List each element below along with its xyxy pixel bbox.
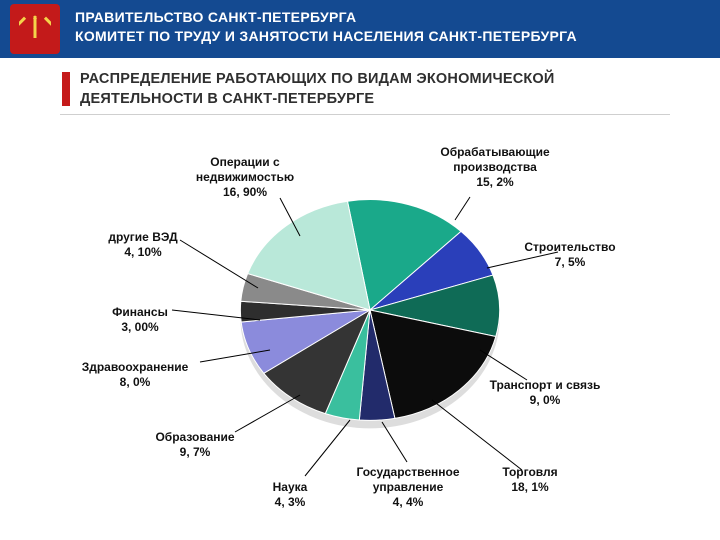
pie-label-manuf: Обрабатывающие производства 15, 2%	[435, 145, 555, 190]
pie-chart: Обрабатывающие производства 15, 2% Строит…	[0, 130, 720, 530]
pie-label-sci: Наука 4, 3%	[230, 480, 350, 510]
pie-label-other: другие ВЭД 4, 10%	[83, 230, 203, 260]
pie-label-constr: Строительство 7, 5%	[510, 240, 630, 270]
title-block: РАСПРЕДЕЛЕНИЕ РАБОТАЮЩИХ ПО ВИДАМ ЭКОНОМ…	[80, 70, 700, 109]
pie-holder	[230, 180, 510, 440]
pie-label-transp: Транспорт и связь 9, 0%	[485, 378, 605, 408]
pie-label-trade: Торговля 18, 1%	[470, 465, 590, 495]
spb-emblem-icon	[10, 4, 60, 54]
header-text: ПРАВИТЕЛЬСТВО САНКТ-ПЕТЕРБУРГА КОМИТЕТ П…	[75, 8, 577, 46]
title-underline	[60, 114, 670, 115]
header-line1: ПРАВИТЕЛЬСТВО САНКТ-ПЕТЕРБУРГА	[75, 8, 577, 27]
pie-label-gov: Государственное управление 4, 4%	[348, 465, 468, 510]
pie-label-realest: Операции с недвижимостью 16, 90%	[185, 155, 305, 200]
pie-label-health: Здравоохранение 8, 0%	[75, 360, 195, 390]
title-line2: ДЕЯТЕЛЬНОСТИ В САНКТ-ПЕТЕРБУРГЕ	[80, 90, 700, 110]
title-accent-bar	[62, 72, 70, 106]
pie-label-fin: Финансы 3, 00%	[80, 305, 200, 335]
header-line2: КОМИТЕТ ПО ТРУДУ И ЗАНЯТОСТИ НАСЕЛЕНИЯ С…	[75, 27, 577, 46]
title-line1: РАСПРЕДЕЛЕНИЕ РАБОТАЮЩИХ ПО ВИДАМ ЭКОНОМ…	[80, 70, 700, 90]
pie-label-edu: Образование 9, 7%	[135, 430, 255, 460]
